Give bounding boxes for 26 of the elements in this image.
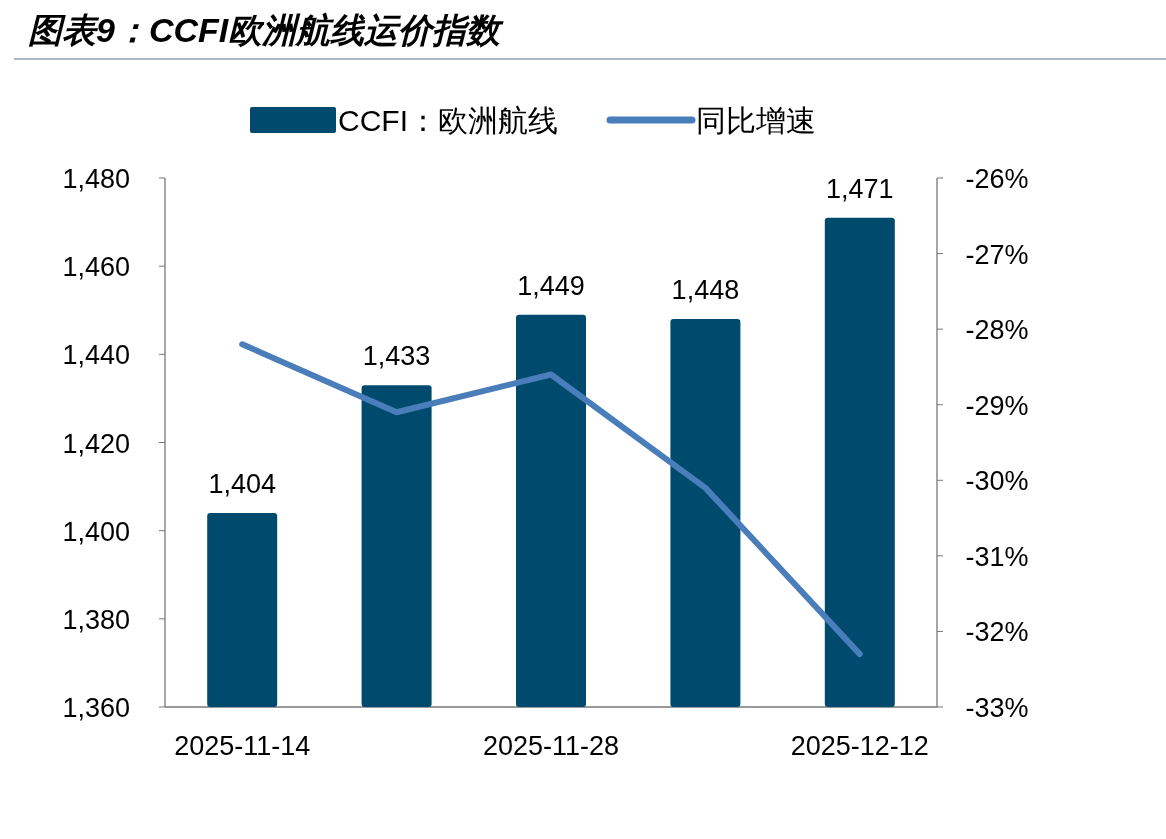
y2-tick-label: -29% xyxy=(965,390,1029,421)
y-tick-label: 1,400 xyxy=(62,516,130,547)
x-tick-label: 2025-11-14 xyxy=(174,731,311,761)
y-tick-label: 1,380 xyxy=(62,604,130,635)
y-tick-label: 1,420 xyxy=(62,428,130,459)
y-tick-label: 1,360 xyxy=(62,693,130,723)
data-label: 1,404 xyxy=(208,469,276,500)
x-tick-label: 2025-12-12 xyxy=(790,731,929,761)
y2-tick-label: -32% xyxy=(965,617,1029,648)
x-tick-label: 2025-11-28 xyxy=(482,731,620,761)
chart-title: 图表9：CCFI欧洲航线运价指数 xyxy=(28,11,505,49)
y-tick-label: 1,440 xyxy=(62,340,130,371)
y2-tick-label: -28% xyxy=(965,315,1029,346)
data-label: 1,449 xyxy=(517,270,585,301)
data-label: 1,448 xyxy=(671,275,740,306)
y2-tick-label: -27% xyxy=(965,239,1029,270)
y2-tick-label: -26% xyxy=(965,164,1029,194)
y2-tick-label: -31% xyxy=(965,541,1029,572)
y-tick-label: 1,460 xyxy=(62,252,130,283)
data-label: 1,471 xyxy=(826,173,894,204)
data-label: 1,433 xyxy=(362,341,431,372)
y-tick-label: 1,480 xyxy=(62,164,130,194)
y2-tick-label: -33% xyxy=(965,693,1029,723)
y2-tick-label: -30% xyxy=(965,466,1029,497)
legend-label: CCFI：欧洲航线 xyxy=(338,104,558,137)
legend-label: 同比增速 xyxy=(696,104,816,137)
